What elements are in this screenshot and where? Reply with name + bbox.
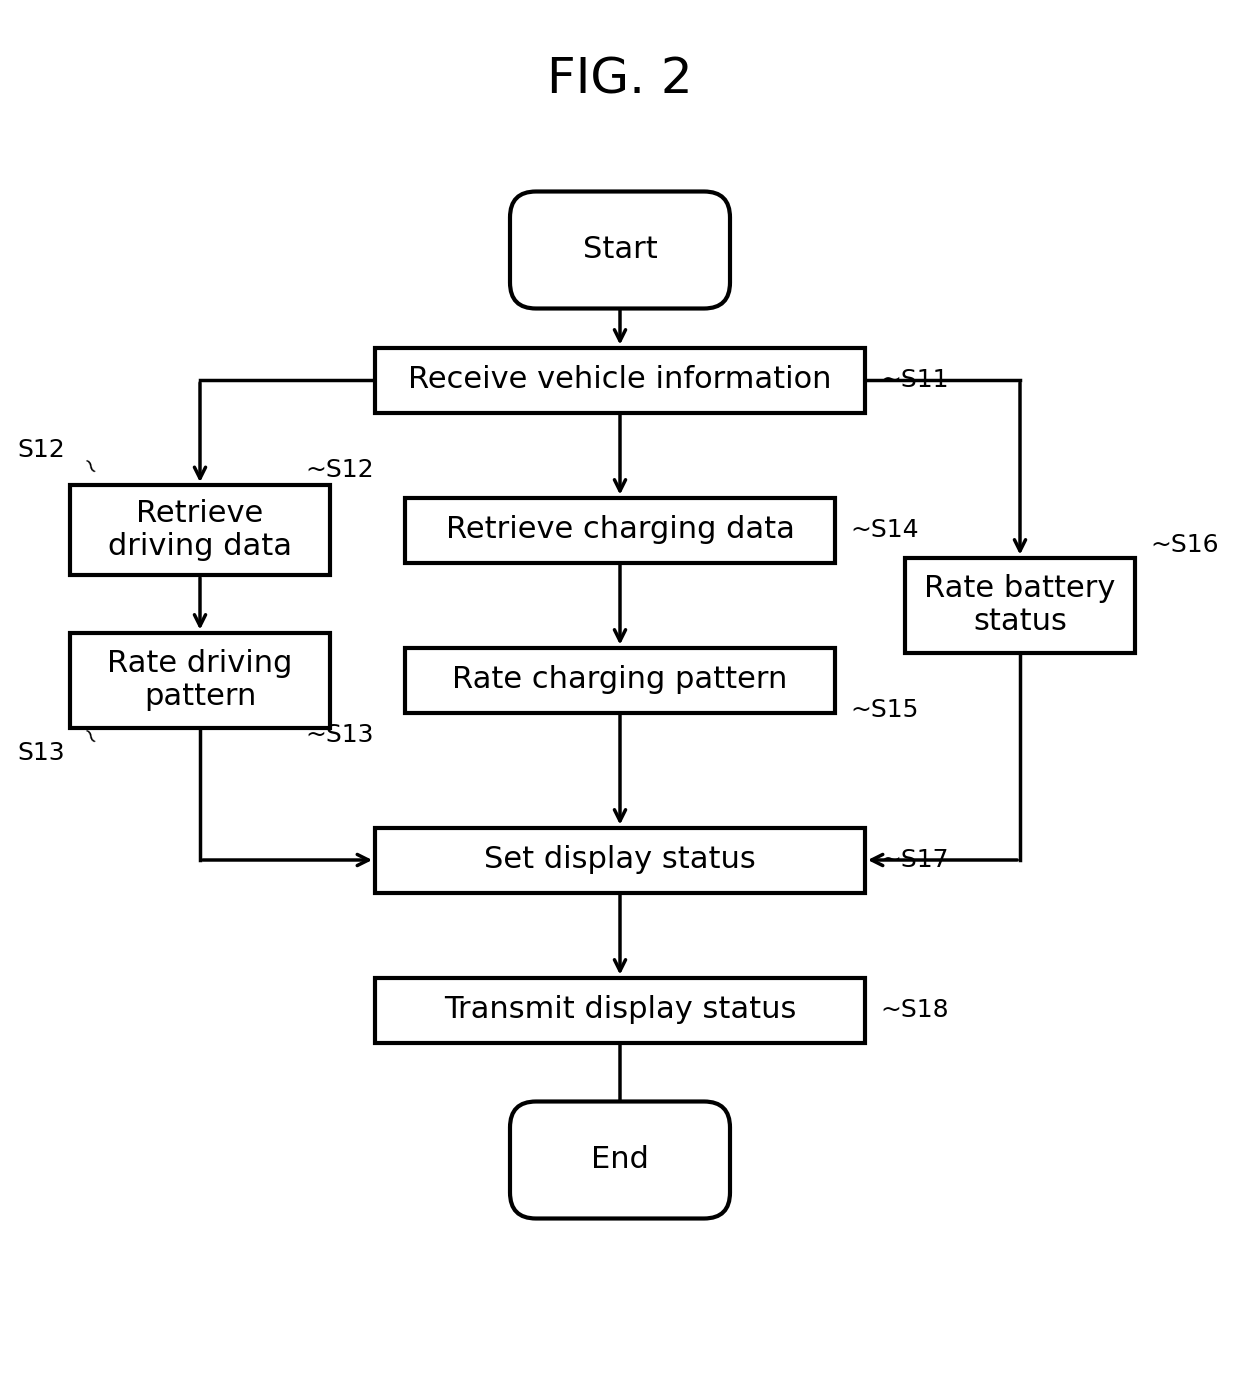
FancyBboxPatch shape (510, 191, 730, 309)
Text: ~S17: ~S17 (880, 847, 949, 872)
Text: ~S13: ~S13 (305, 723, 373, 747)
Text: Set display status: Set display status (484, 846, 756, 874)
Text: End: End (591, 1146, 649, 1174)
Bar (405, 497, 835, 563)
Text: ~S15: ~S15 (849, 698, 919, 722)
FancyBboxPatch shape (510, 1101, 730, 1219)
Text: ~S18: ~S18 (880, 998, 949, 1022)
Text: ~S16: ~S16 (1149, 533, 1219, 557)
Bar (374, 348, 866, 412)
Text: FIG. 2: FIG. 2 (547, 56, 693, 103)
Text: ~S11: ~S11 (880, 369, 949, 392)
Text: Retrieve charging data: Retrieve charging data (445, 515, 795, 544)
Bar (905, 557, 1135, 652)
Text: Rate battery
status: Rate battery status (924, 574, 1116, 637)
Text: ~S12: ~S12 (305, 458, 373, 482)
Text: S12: S12 (17, 438, 64, 462)
Bar (374, 977, 866, 1043)
Text: S13: S13 (17, 740, 64, 765)
Text: Start: Start (583, 236, 657, 264)
Text: ~S14: ~S14 (849, 518, 919, 542)
Text: Retrieve
driving data: Retrieve driving data (108, 498, 291, 561)
Text: Transmit display status: Transmit display status (444, 995, 796, 1025)
Text: Receive vehicle information: Receive vehicle information (408, 366, 832, 395)
Text: ~: ~ (74, 454, 102, 480)
Bar (405, 648, 835, 712)
Text: Rate driving
pattern: Rate driving pattern (108, 649, 293, 712)
Text: Rate charging pattern: Rate charging pattern (453, 666, 787, 694)
Text: ~: ~ (74, 725, 102, 751)
Bar (69, 632, 330, 727)
Bar (374, 828, 866, 892)
Bar (69, 484, 330, 575)
